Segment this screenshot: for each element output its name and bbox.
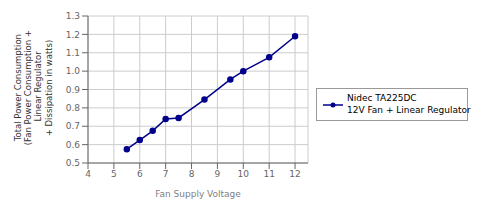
svg-text:1.2: 1.2 bbox=[66, 30, 80, 40]
svg-text:0.5: 0.5 bbox=[66, 158, 80, 168]
svg-text:8: 8 bbox=[189, 169, 195, 179]
svg-text:4: 4 bbox=[85, 169, 91, 179]
svg-text:1.3: 1.3 bbox=[66, 11, 80, 21]
svg-text:9: 9 bbox=[215, 169, 221, 179]
svg-text:12: 12 bbox=[289, 169, 300, 179]
svg-text:6: 6 bbox=[137, 169, 143, 179]
svg-text:0.6: 0.6 bbox=[66, 140, 81, 150]
svg-text:10: 10 bbox=[238, 169, 250, 179]
svg-text:Fan Supply Voltage: Fan Supply Voltage bbox=[155, 189, 241, 199]
svg-text:1.1: 1.1 bbox=[66, 48, 80, 58]
svg-text:7: 7 bbox=[163, 169, 169, 179]
svg-text:5: 5 bbox=[111, 169, 117, 179]
html-text:Nidec TA225DC 12V Fan + Linear: Nidec TA225DC 12V Fan + Linear Regulator bbox=[347, 93, 471, 115]
svg-text:0.8: 0.8 bbox=[66, 103, 81, 113]
html-text:Total Power Consumption (Fan P: Total Power Consumption (Fan Power Consu… bbox=[12, 30, 54, 146]
svg-text:0.7: 0.7 bbox=[66, 121, 80, 131]
svg-text:11: 11 bbox=[263, 169, 274, 179]
svg-text:1.0: 1.0 bbox=[66, 66, 81, 76]
svg-text:0.9: 0.9 bbox=[66, 85, 81, 95]
